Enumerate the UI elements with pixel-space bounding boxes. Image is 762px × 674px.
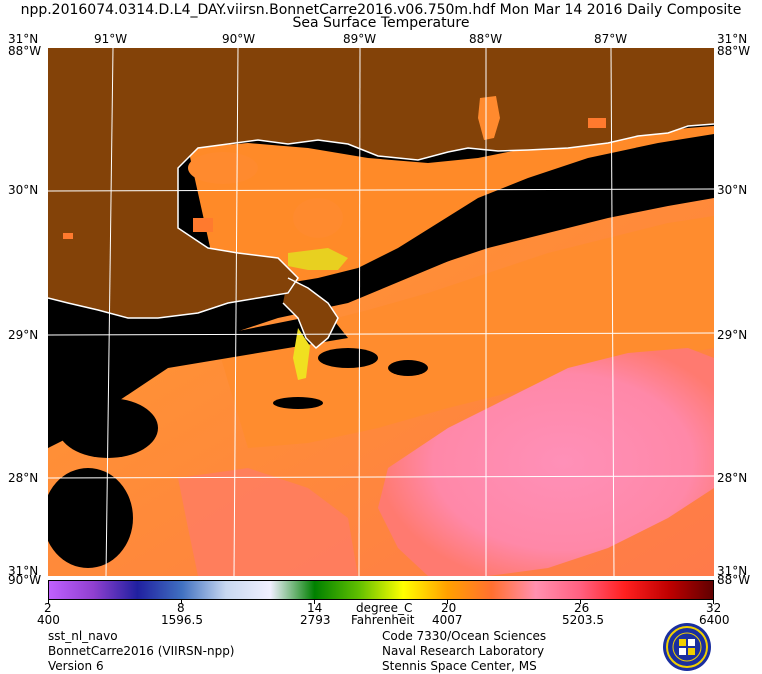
lake-pontchartrain bbox=[188, 152, 258, 184]
colorbar-celsius-label: 26 bbox=[574, 601, 590, 615]
small-lake bbox=[193, 218, 213, 232]
coastline bbox=[48, 123, 714, 319]
lon-label-top: 89°W bbox=[343, 32, 377, 46]
pink-warm-water-west bbox=[178, 468, 358, 576]
graticule bbox=[48, 48, 714, 576]
river-plume-delta bbox=[293, 328, 310, 380]
sst-map bbox=[48, 48, 714, 576]
cloud-patch bbox=[388, 360, 428, 376]
coastal-water bbox=[188, 126, 714, 286]
coastline-delta bbox=[282, 277, 339, 350]
org-location-label: Stennis Space Center, MS bbox=[382, 659, 537, 673]
colorbar-tick bbox=[48, 600, 49, 604]
mississippi-delta bbox=[283, 278, 338, 348]
colorbar-celsius-label: 14 bbox=[307, 601, 323, 615]
colorbar-celsius-label: 8 bbox=[177, 601, 185, 615]
corner-lon-label-top-right: 88°W bbox=[717, 44, 751, 58]
org-code-label: Code 7330/Ocean Sciences bbox=[382, 629, 547, 643]
colorbar-fahrenheit-label: 400 bbox=[37, 613, 60, 627]
lon-label-top: 91°W bbox=[94, 32, 128, 46]
cloud-patch bbox=[318, 348, 378, 368]
colorbar-tick bbox=[181, 600, 182, 604]
version-label: Version 6 bbox=[48, 659, 104, 673]
small-lake bbox=[63, 233, 73, 239]
colorbar-fahrenheit-label: 4007 bbox=[432, 613, 463, 627]
warm-water-central bbox=[218, 216, 714, 448]
colorbar-fahrenheit-label: 2793 bbox=[300, 613, 331, 627]
product-title: Sea Surface Temperature bbox=[292, 15, 470, 31]
cloud-patch bbox=[273, 397, 323, 409]
lat-label-right: 28°N bbox=[717, 471, 748, 485]
lake-borgne bbox=[293, 198, 343, 238]
colorbar-fahrenheit-label: 6400 bbox=[699, 613, 730, 627]
corner-lat-label-top-right: 31°N bbox=[717, 32, 748, 46]
lat-label-left: 28°N bbox=[8, 471, 39, 485]
dataset-label: BonnetCarre2016 (VIIRSN-npp) bbox=[48, 644, 235, 658]
lat-label-left: 30°N bbox=[8, 183, 39, 197]
colorbar-fahrenheit-label: 1596.5 bbox=[161, 613, 203, 627]
corner-lat-label-bottom-left: 31°N bbox=[8, 564, 39, 578]
land bbox=[48, 48, 714, 318]
lat-label-right: 30°N bbox=[717, 183, 748, 197]
mobile-bay bbox=[478, 96, 500, 140]
colorbar-celsius-label: 20 bbox=[441, 601, 457, 615]
colorbar-celsius-label: 2 bbox=[44, 601, 52, 615]
algorithm-label: sst_nl_navo bbox=[48, 629, 118, 643]
nrl-seal-icon bbox=[663, 623, 711, 671]
pink-warm-water bbox=[378, 348, 714, 576]
corner-lon-label-top-left: 88°W bbox=[8, 44, 42, 58]
colorbar-tick bbox=[713, 600, 714, 604]
lon-label-top: 87°W bbox=[594, 32, 628, 46]
lon-label-top: 88°W bbox=[469, 32, 503, 46]
colorbar-unit-celsius: degree_C bbox=[356, 601, 413, 615]
colorbar-tick bbox=[580, 600, 581, 604]
corner-lat-label-bottom-right: 31°N bbox=[717, 564, 748, 578]
cloud-band bbox=[338, 128, 714, 298]
small-lake bbox=[588, 118, 606, 128]
lon-label-top: 90°W bbox=[222, 32, 256, 46]
colorbar-tick bbox=[447, 600, 448, 604]
color-bar bbox=[48, 580, 714, 600]
colorbar-unit-fahrenheit: Fahrenheit bbox=[351, 613, 415, 627]
lat-label-right: 29°N bbox=[717, 328, 748, 342]
org-name-label: Naval Research Laboratory bbox=[382, 644, 545, 658]
lat-label-left: 29°N bbox=[8, 328, 39, 342]
corner-lon-label-bottom-right: 88°W bbox=[717, 573, 751, 587]
colorbar-fahrenheit-label: 5203.5 bbox=[562, 613, 604, 627]
colorbar-celsius-label: 32 bbox=[706, 601, 722, 615]
cloud-patch bbox=[48, 468, 133, 568]
colorbar-tick bbox=[314, 600, 315, 604]
corner-lat-label-top-left: 31°N bbox=[8, 32, 39, 46]
corner-lon-label-bottom-left: 90°W bbox=[8, 573, 42, 587]
cloud-band-west bbox=[48, 298, 348, 448]
river-plume bbox=[288, 248, 348, 270]
image-title: npp.2016074.0314.D.L4_DAY.viirsn.BonnetC… bbox=[20, 2, 742, 18]
